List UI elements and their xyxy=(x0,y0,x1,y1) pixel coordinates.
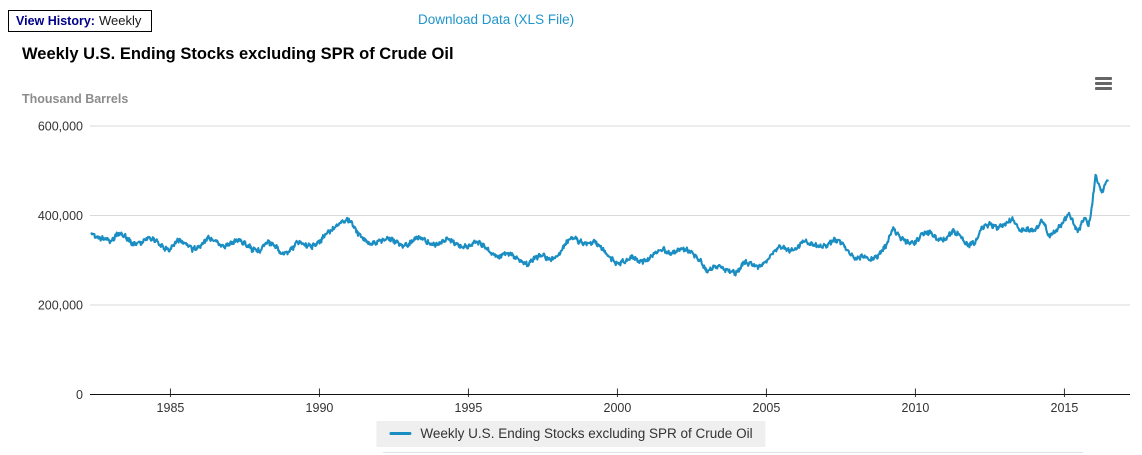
x-tick-label: 1985 xyxy=(157,401,185,415)
y-tick-label: 600,000 xyxy=(38,120,83,134)
series-line xyxy=(90,173,1109,277)
y-tick-label: 400,000 xyxy=(38,209,83,223)
view-history-selector[interactable]: View History: Weekly xyxy=(8,10,153,32)
hamburger-icon xyxy=(1094,86,1112,90)
x-tick-label: 2010 xyxy=(902,401,930,415)
hamburger-icon xyxy=(1094,76,1112,80)
gridlines xyxy=(90,125,1130,306)
bottom-divider xyxy=(383,452,1083,453)
view-history-label: View History: xyxy=(16,14,95,28)
chart-canvas: 0 200,000 400,000 600,000 1985 1990 1995 2000 20… xyxy=(38,120,1130,415)
legend-line-sample xyxy=(389,432,412,435)
y-axis-labels: 0 200,000 400,000 600,000 xyxy=(38,120,83,403)
x-tick-label: 1995 xyxy=(455,401,483,415)
view-history-value: Weekly xyxy=(98,13,142,28)
x-axis-labels: 1985 1990 1995 2000 2005 2010 2015 xyxy=(157,401,1079,415)
x-tick-label: 2005 xyxy=(753,401,781,415)
x-tick-label: 1990 xyxy=(306,401,334,415)
hamburger-icon xyxy=(1094,81,1112,85)
legend[interactable]: Weekly U.S. Ending Stocks excluding SPR … xyxy=(376,421,766,447)
x-axis-ticks xyxy=(169,388,1065,397)
x-tick-label: 2000 xyxy=(604,401,632,415)
legend-label: Weekly U.S. Ending Stocks excluding SPR … xyxy=(420,426,753,441)
chart-export-menu-button[interactable] xyxy=(1090,71,1116,95)
y-axis-title: Thousand Barrels xyxy=(22,92,129,106)
y-tick-label: 0 xyxy=(76,388,83,402)
chart-title: Weekly U.S. Ending Stocks excluding SPR … xyxy=(22,45,454,63)
download-data-link[interactable]: Download Data (XLS File) xyxy=(418,12,575,27)
x-tick-label: 2015 xyxy=(1051,401,1079,415)
y-tick-label: 200,000 xyxy=(38,299,83,313)
